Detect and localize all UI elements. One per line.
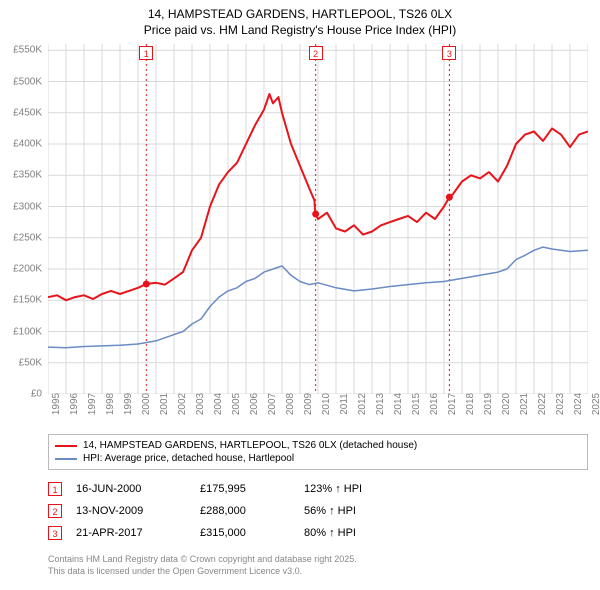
x-tick-label: 2015 [411, 393, 422, 415]
footnote-line-2: This data is licensed under the Open Gov… [48, 566, 588, 578]
x-tick-label: 2022 [537, 393, 548, 415]
sales-row: 1 16-JUN-2000 £175,995 123% ↑ HPI [48, 478, 588, 500]
x-tick-label: 1997 [87, 393, 98, 415]
legend-swatch-1 [55, 445, 77, 447]
x-tick-label: 2011 [339, 393, 350, 415]
sale-date: 13-NOV-2009 [76, 505, 186, 517]
x-tick-label: 2019 [483, 393, 494, 415]
sale-price: £175,995 [200, 483, 290, 495]
sale-marker-flag: 1 [139, 46, 153, 60]
x-tick-label: 2025 [591, 393, 600, 415]
y-tick-label: £150K [0, 295, 42, 306]
legend: 14, HAMPSTEAD GARDENS, HARTLEPOOL, TS26 … [48, 434, 588, 470]
sale-pct: 80% ↑ HPI [304, 527, 414, 539]
y-tick-label: £100K [0, 326, 42, 337]
x-tick-label: 2013 [375, 393, 386, 415]
x-tick-label: 2012 [357, 393, 368, 415]
x-tick-label: 2021 [519, 393, 530, 415]
y-tick-label: £300K [0, 201, 42, 212]
legend-row: 14, HAMPSTEAD GARDENS, HARTLEPOOL, TS26 … [55, 439, 581, 452]
sale-marker-1: 1 [48, 482, 62, 496]
legend-row: HPI: Average price, detached house, Hart… [55, 452, 581, 465]
y-tick-label: £500K [0, 76, 42, 87]
x-tick-label: 2010 [321, 393, 332, 415]
x-tick-label: 2003 [195, 393, 206, 415]
y-tick-label: £0 [0, 389, 42, 400]
y-tick-label: £400K [0, 139, 42, 150]
x-tick-label: 2002 [177, 393, 188, 415]
y-tick-label: £450K [0, 107, 42, 118]
chart-area: £0£50K£100K£150K£200K£250K£300K£350K£400… [48, 44, 588, 394]
x-tick-label: 2024 [573, 393, 584, 415]
x-tick-label: 1996 [69, 393, 80, 415]
y-tick-label: £550K [0, 45, 42, 56]
x-tick-label: 2008 [285, 393, 296, 415]
x-tick-label: 2007 [267, 393, 278, 415]
x-tick-label: 1995 [51, 393, 62, 415]
sales-table: 1 16-JUN-2000 £175,995 123% ↑ HPI 2 13-N… [48, 478, 588, 544]
x-tick-label: 2017 [447, 393, 458, 415]
sale-date: 21-APR-2017 [76, 527, 186, 539]
x-tick-label: 2004 [213, 393, 224, 415]
sales-row: 3 21-APR-2017 £315,000 80% ↑ HPI [48, 522, 588, 544]
x-tick-label: 2000 [141, 393, 152, 415]
chart-svg [48, 44, 588, 394]
title-line-1: 14, HAMPSTEAD GARDENS, HARTLEPOOL, TS26 … [0, 6, 600, 22]
x-tick-label: 2001 [159, 393, 170, 415]
y-tick-label: £200K [0, 264, 42, 275]
chart-container: 14, HAMPSTEAD GARDENS, HARTLEPOOL, TS26 … [0, 0, 600, 590]
sale-price: £288,000 [200, 505, 290, 517]
x-tick-label: 2020 [501, 393, 512, 415]
y-tick-label: £50K [0, 357, 42, 368]
sale-price: £315,000 [200, 527, 290, 539]
y-tick-label: £250K [0, 232, 42, 243]
x-tick-label: 2006 [249, 393, 260, 415]
footnote: Contains HM Land Registry data © Crown c… [48, 554, 588, 577]
x-tick-label: 2018 [465, 393, 476, 415]
sale-pct: 56% ↑ HPI [304, 505, 414, 517]
sales-row: 2 13-NOV-2009 £288,000 56% ↑ HPI [48, 500, 588, 522]
title-line-2: Price paid vs. HM Land Registry's House … [0, 22, 600, 38]
sale-marker-2: 2 [48, 504, 62, 518]
footnote-line-1: Contains HM Land Registry data © Crown c… [48, 554, 588, 566]
sale-marker-flag: 2 [309, 46, 323, 60]
x-tick-label: 1999 [123, 393, 134, 415]
legend-label-2: HPI: Average price, detached house, Hart… [83, 453, 294, 464]
sale-pct: 123% ↑ HPI [304, 483, 414, 495]
x-tick-label: 2009 [303, 393, 314, 415]
x-tick-label: 2014 [393, 393, 404, 415]
x-tick-label: 2016 [429, 393, 440, 415]
y-tick-label: £350K [0, 170, 42, 181]
x-tick-label: 1998 [105, 393, 116, 415]
x-tick-label: 2005 [231, 393, 242, 415]
sale-marker-flag: 3 [442, 46, 456, 60]
legend-swatch-2 [55, 458, 77, 460]
sale-marker-3: 3 [48, 526, 62, 540]
title-block: 14, HAMPSTEAD GARDENS, HARTLEPOOL, TS26 … [0, 0, 600, 40]
sale-date: 16-JUN-2000 [76, 483, 186, 495]
x-tick-label: 2023 [555, 393, 566, 415]
legend-label-1: 14, HAMPSTEAD GARDENS, HARTLEPOOL, TS26 … [83, 440, 417, 451]
